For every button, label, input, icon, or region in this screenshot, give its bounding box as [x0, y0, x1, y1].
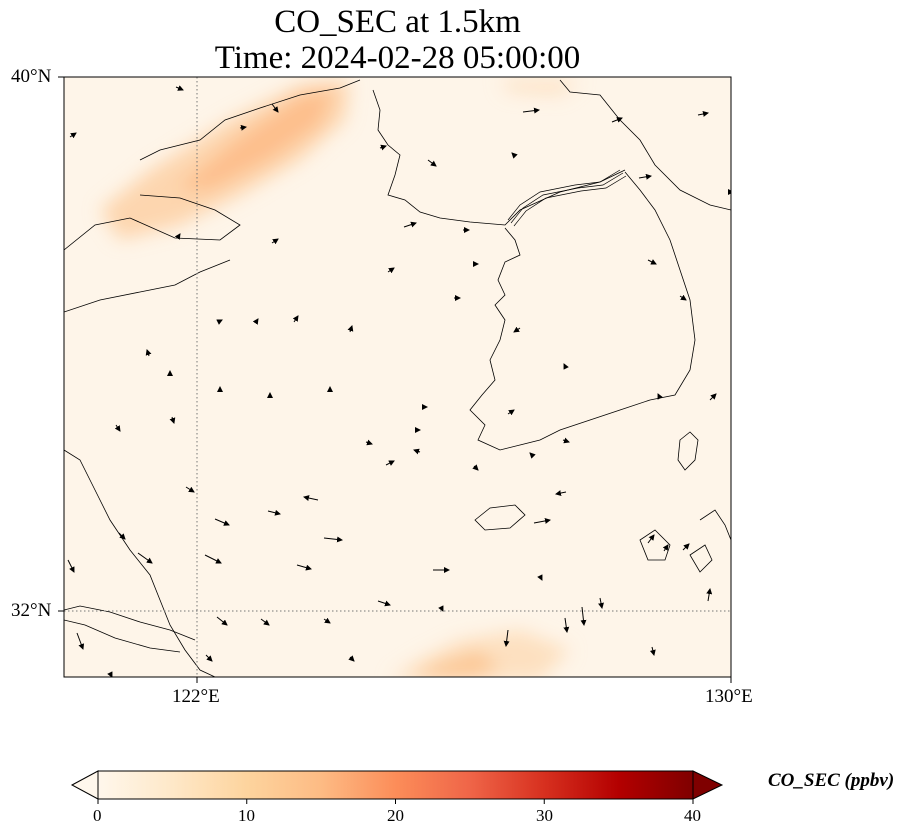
lat-tick-label: 40°N — [11, 66, 52, 87]
wind-arrow — [662, 544, 669, 552]
colorbar-extend-max — [692, 770, 724, 800]
wind-arrow — [271, 238, 279, 245]
wind-arrow — [555, 490, 567, 496]
wind-arrow — [347, 325, 354, 333]
axis-ticks — [58, 76, 732, 683]
wind-arrow — [649, 646, 656, 656]
wind-arrow — [252, 318, 259, 325]
lon-tick-label: 122°E — [172, 686, 220, 707]
wind-arrow — [580, 606, 587, 626]
wind-arrow — [348, 655, 355, 662]
colorbar — [70, 770, 724, 804]
colorbar-gradient — [98, 771, 693, 799]
map-plot-area — [64, 77, 731, 677]
colorbar-tick-label: 30 — [536, 806, 553, 825]
wind-arrow — [638, 173, 652, 180]
wind-arrow — [533, 517, 551, 524]
colorbar-tick-label: 10 — [238, 806, 255, 825]
wind-arrow — [69, 132, 77, 139]
wind-arrow — [303, 495, 319, 501]
colorbar-label: CO_SEC (ppbv) — [768, 770, 895, 791]
wind-arrow — [611, 117, 623, 123]
wind-arrow — [377, 600, 391, 607]
wind-arrow — [472, 464, 479, 471]
wind-arrow — [214, 518, 230, 526]
coastlines — [64, 79, 731, 677]
colorbar-extend-min — [70, 770, 99, 800]
wind-arrow — [403, 221, 417, 228]
wind-arrow — [76, 632, 85, 650]
wind-arrow — [511, 152, 518, 159]
wind-arrow — [216, 616, 228, 626]
wind-arrow — [169, 416, 176, 424]
wind-arrow — [204, 554, 222, 564]
wind-arrow — [706, 588, 713, 602]
wind-arrow — [67, 559, 75, 573]
wind-arrow — [292, 315, 299, 323]
wind-arrow — [379, 144, 387, 151]
wind-arrow — [365, 439, 373, 446]
wind-arrow — [697, 111, 709, 117]
wind-arrow — [323, 617, 331, 624]
wind-arrow — [267, 509, 281, 516]
wind-vectors — [67, 85, 731, 677]
map-frame — [63, 76, 732, 678]
wind-arrow — [145, 349, 152, 357]
wind-arrow — [438, 605, 444, 612]
wind-arrow — [522, 107, 540, 114]
wind-arrow — [387, 267, 395, 274]
wind-arrow — [682, 543, 690, 551]
wind-arrow — [647, 259, 657, 265]
colorbar-tick-label: 20 — [387, 806, 404, 825]
wind-arrow — [174, 233, 181, 240]
lon-tick-label: 130°E — [705, 686, 753, 707]
wind-arrow — [507, 409, 515, 416]
wind-arrow — [647, 534, 655, 544]
concentration-field — [100, 80, 580, 677]
wind-arrow — [537, 574, 543, 581]
colorbar-tick-label: 40 — [684, 806, 701, 825]
colorbar-tick-label: 0 — [93, 806, 102, 825]
wind-arrow — [657, 393, 663, 400]
wind-arrow — [413, 448, 421, 455]
wind-arrow — [114, 424, 121, 432]
wind-arrow — [216, 319, 223, 325]
wind-arrow — [563, 617, 570, 633]
wind-arrow — [529, 452, 536, 459]
wind-arrow — [137, 552, 153, 564]
wind-arrow — [260, 618, 270, 626]
wind-arrow — [296, 564, 312, 571]
wind-arrow — [427, 159, 437, 167]
wind-arrow — [709, 393, 717, 401]
gridlines — [64, 77, 731, 677]
lat-tick-label: 32°N — [11, 600, 52, 621]
wind-arrow — [679, 294, 687, 301]
wind-arrow — [323, 536, 343, 543]
wind-arrow — [175, 85, 184, 91]
wind-arrow — [107, 671, 113, 677]
wind-arrow — [562, 437, 570, 444]
map-title-line1: CO_SEC at 1.5km — [274, 4, 521, 40]
wind-arrow — [513, 326, 521, 333]
wind-arrow — [503, 629, 510, 647]
wind-arrow — [205, 654, 213, 662]
map-title-line2: Time: 2024-02-28 05:00:00 — [214, 40, 581, 76]
wind-arrow — [271, 103, 279, 113]
wind-arrow — [598, 597, 604, 609]
wind-arrow — [118, 532, 126, 540]
wind-arrow — [563, 363, 569, 370]
wind-arrow — [185, 486, 195, 493]
wind-arrow — [385, 460, 395, 466]
border-lines — [507, 169, 627, 227]
wind-arrow — [239, 124, 247, 131]
